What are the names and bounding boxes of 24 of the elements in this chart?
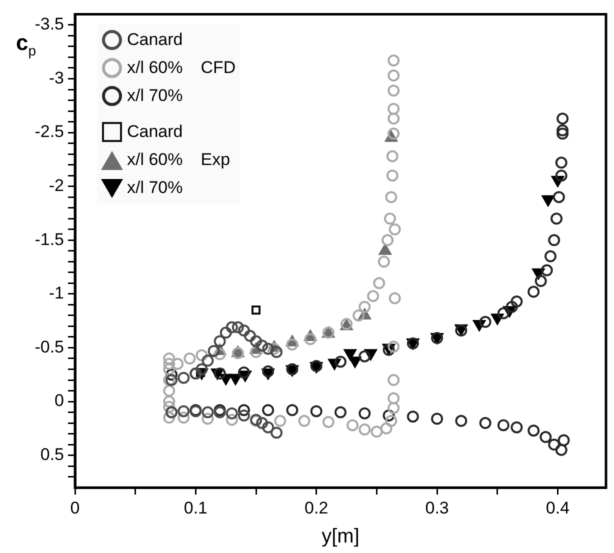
annotation: CFD [200,58,236,78]
legend-label: x/l 60% [127,150,183,170]
x-tick-label: 0.3 [425,498,449,518]
y-tick-label: -0.5 [34,337,64,356]
legend-label: Canard [127,122,183,142]
y-tick-label: -1 [48,284,64,303]
y-tick-label: -2.5 [34,122,64,142]
y-tick-label: -3 [48,68,64,88]
legend-label: Canard [127,30,183,50]
y-tick-label: 0.5 [40,445,64,464]
x-tick-label: 0.2 [304,498,328,518]
y-tick-label: -2 [48,176,64,196]
annotation: Exp [200,150,230,170]
y-tick-label: 0 [54,391,64,410]
legend-label: x/l 70% [127,178,183,198]
y-axis-title: c$_{p}$ [16,30,36,58]
x-axis-title: y[m] [322,526,360,548]
x-tick-label: 0.1 [184,498,208,518]
legend-label: x/l 70% [127,86,183,106]
y-tick-label: -3.5 [34,14,64,34]
x-tick-label: 0 [70,498,80,518]
x-tick-label: 0.4 [546,498,570,518]
legend-label: x/l 60% [127,58,183,78]
y-tick-label: -1.5 [34,230,64,249]
